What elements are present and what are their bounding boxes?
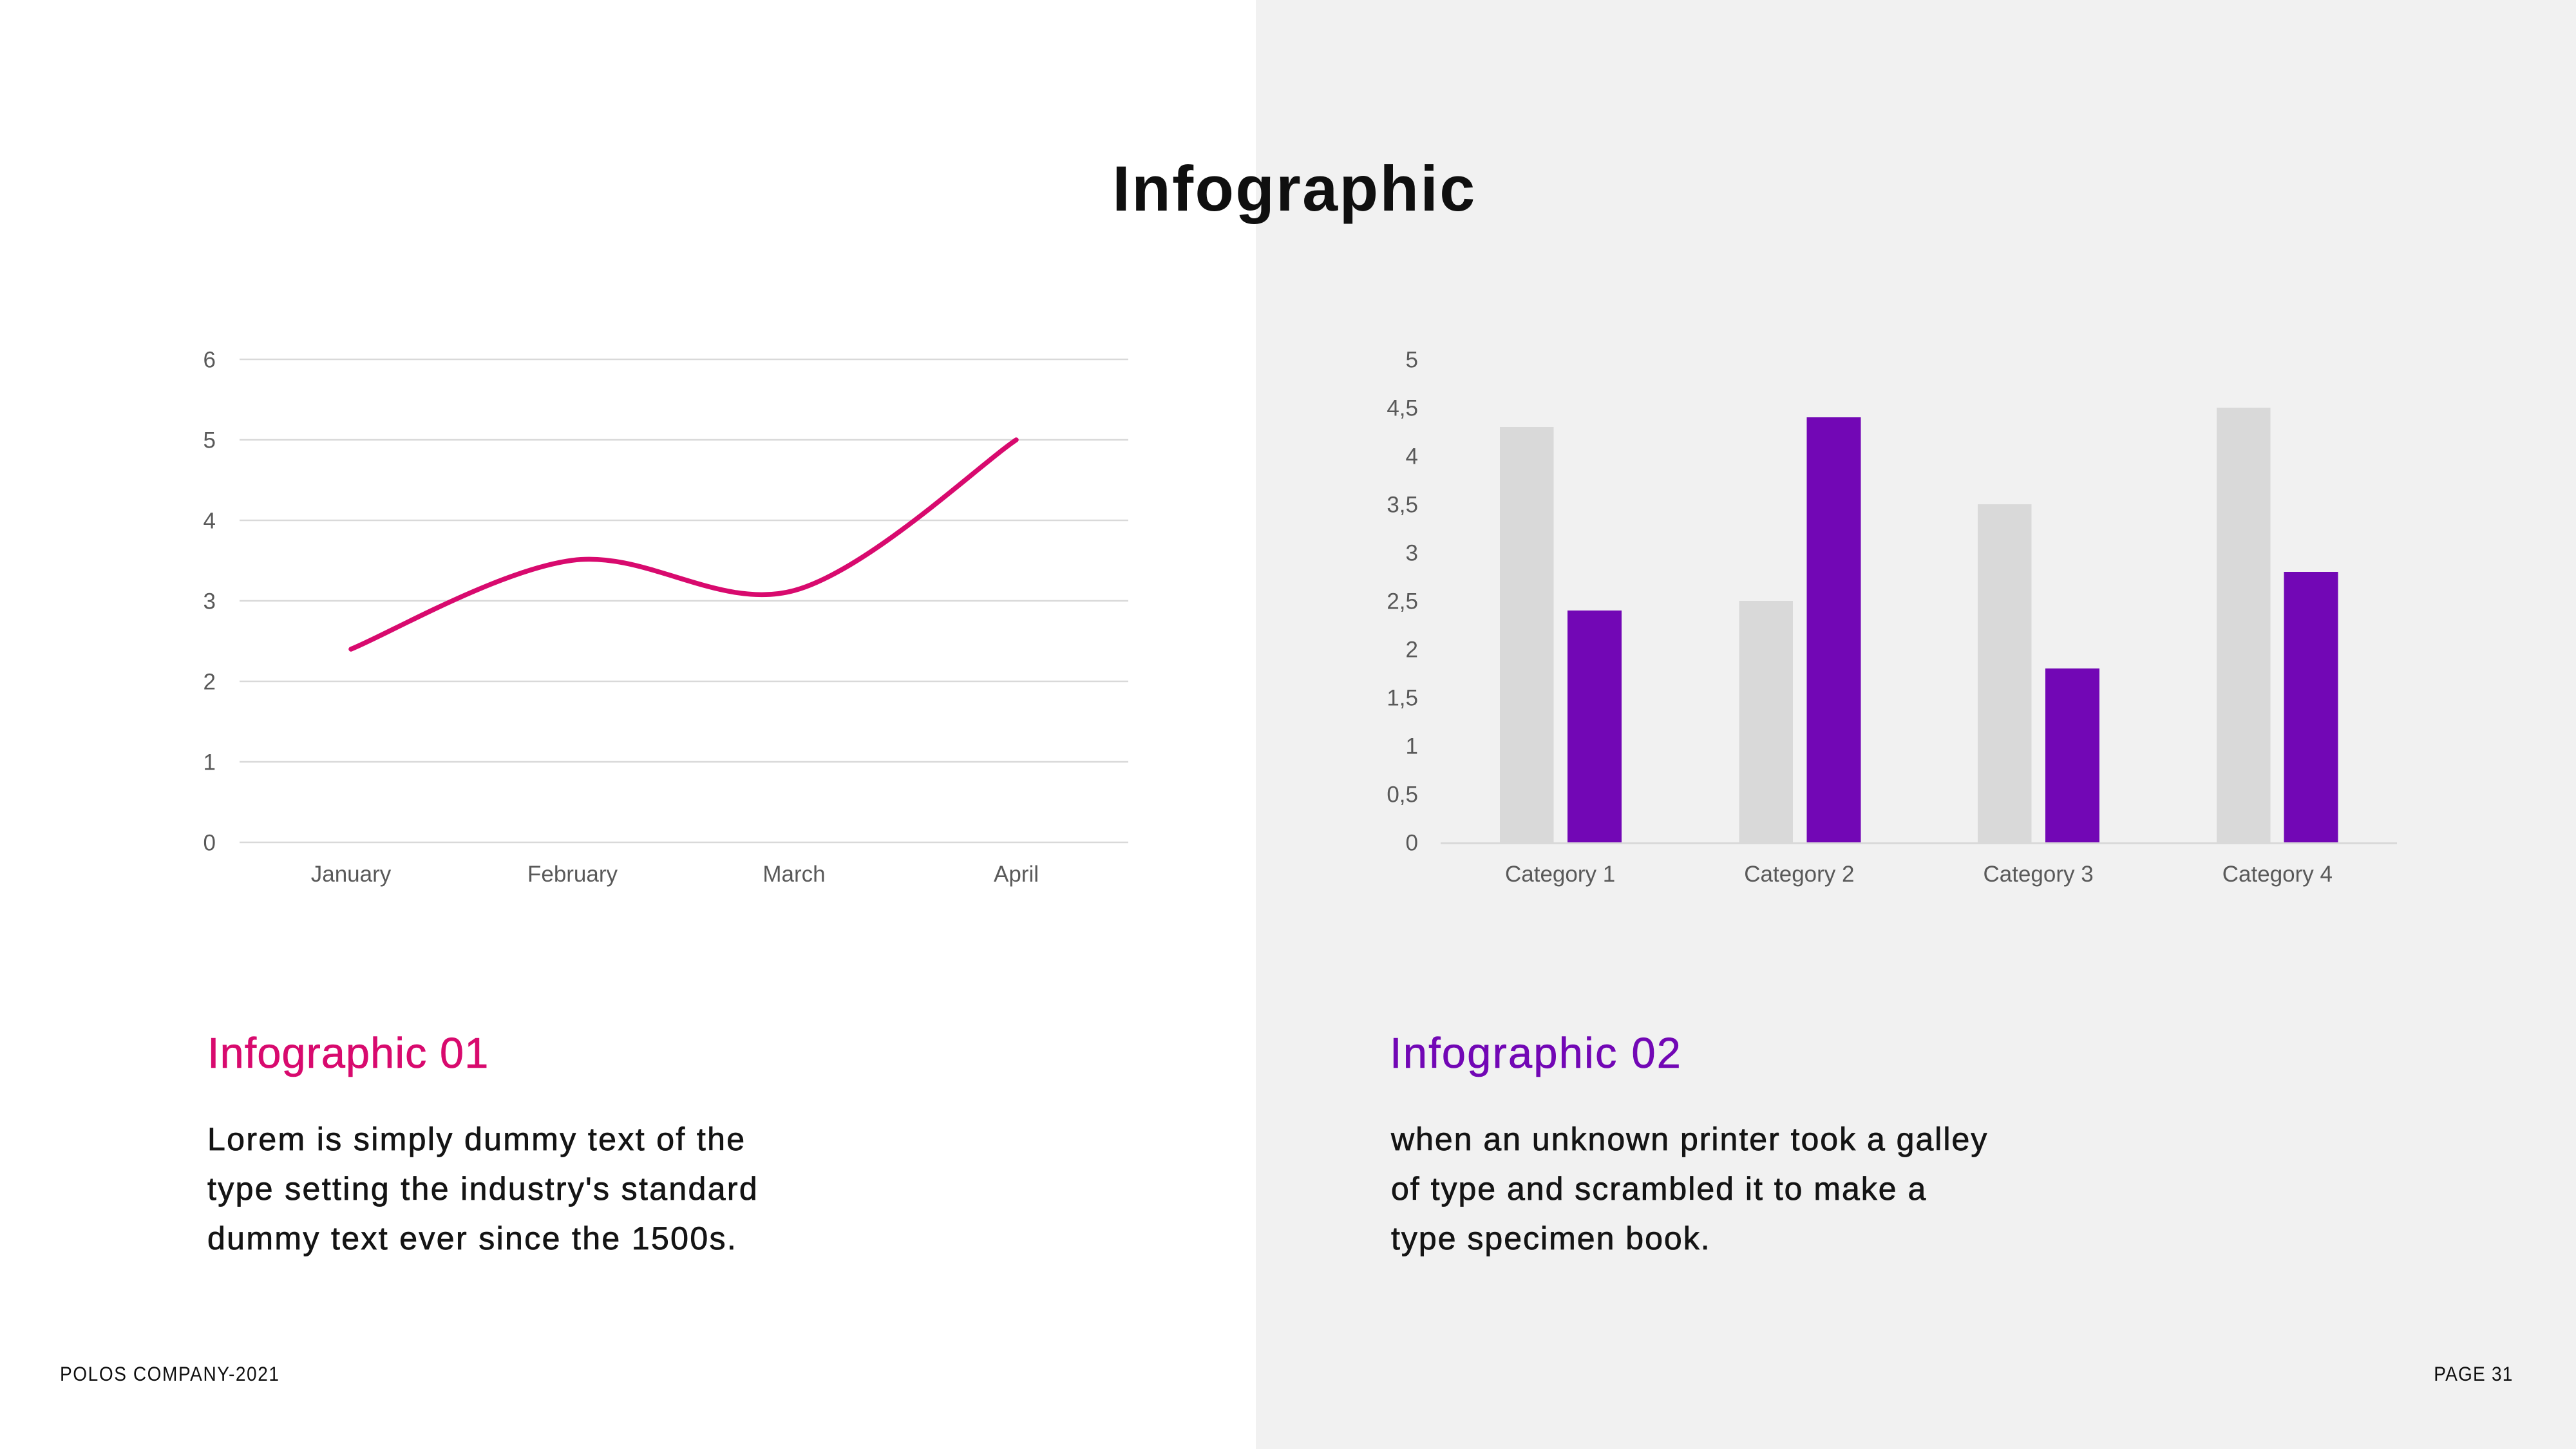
svg-text:Category 4: Category 4 [2222, 862, 2333, 887]
svg-text:1,5: 1,5 [1387, 686, 1418, 711]
svg-text:March: March [762, 862, 825, 887]
svg-text:3,5: 3,5 [1387, 493, 1418, 518]
svg-text:0: 0 [204, 831, 216, 856]
svg-text:2: 2 [204, 670, 216, 695]
svg-text:2: 2 [1406, 638, 1418, 663]
svg-text:5: 5 [1406, 348, 1418, 373]
svg-text:Category 1: Category 1 [1505, 862, 1615, 887]
svg-text:2,5: 2,5 [1387, 589, 1418, 614]
svg-text:3: 3 [1406, 541, 1418, 566]
svg-text:February: February [527, 862, 618, 887]
svg-text:January: January [311, 862, 392, 887]
svg-text:April: April [994, 862, 1039, 887]
svg-text:Category 2: Category 2 [1744, 862, 1854, 887]
svg-text:4,5: 4,5 [1387, 396, 1418, 421]
svg-text:Category 3: Category 3 [1983, 862, 2093, 887]
svg-text:1: 1 [204, 750, 216, 775]
svg-text:0: 0 [1406, 831, 1418, 856]
svg-text:5: 5 [204, 428, 216, 453]
svg-text:1: 1 [1406, 734, 1418, 759]
svg-text:4: 4 [1406, 444, 1418, 469]
svg-text:6: 6 [204, 348, 216, 373]
svg-text:4: 4 [204, 509, 216, 534]
svg-text:0,5: 0,5 [1387, 782, 1418, 808]
svg-text:3: 3 [204, 589, 216, 614]
